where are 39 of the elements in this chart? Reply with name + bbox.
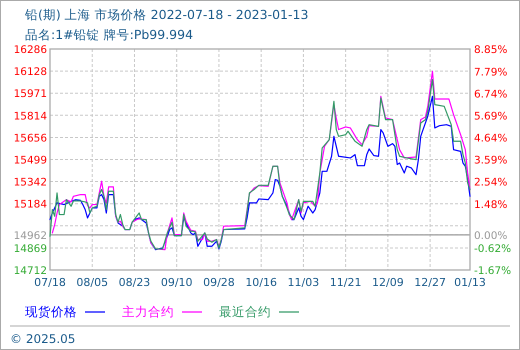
ytick: 15499 [14, 154, 47, 166]
legend: 现货价格 [25, 304, 77, 319]
legend: 主力合约 [122, 304, 174, 319]
y2tick: 0.00% [474, 230, 508, 242]
xtick: 11/03 [288, 276, 320, 289]
y2tick: 1.48% [474, 198, 508, 211]
y2tick: -1.67% [474, 265, 512, 277]
ytick: 15656 [14, 132, 47, 144]
xtick: 10/16 [245, 276, 278, 289]
xtick: 09/28 [203, 276, 235, 289]
ytick: 14869 [14, 242, 47, 255]
y2tick: 4.64% [474, 132, 508, 144]
ytick: 14962 [14, 230, 47, 242]
xtick: 08/05 [76, 276, 108, 289]
xtick: 09/10 [160, 276, 193, 289]
xtick: 12/09 [372, 276, 404, 289]
xtick: 01/13 [454, 276, 486, 289]
ytick: 15814 [14, 110, 47, 122]
y2tick: 5.69% [474, 110, 508, 122]
y2tick: 6.74% [474, 88, 508, 100]
y2tick: -0.62% [474, 242, 512, 255]
xtick: 12/27 [414, 276, 446, 289]
ytick: 15342 [14, 176, 47, 189]
ytick: 16128 [14, 66, 47, 78]
xtick: 07/18 [34, 276, 66, 289]
y2tick: 2.54% [474, 176, 508, 189]
ytick: 16286 [14, 44, 47, 56]
y2tick: 8.85% [474, 44, 508, 56]
y2tick: 7.79% [474, 66, 508, 78]
xtick: 11/21 [330, 276, 362, 289]
ytick: 14712 [14, 265, 47, 277]
annotation: © 2025.05 [10, 332, 76, 346]
y2tick: 3.59% [474, 154, 508, 166]
subtitle: 品名:1#铅锭 牌号:Pb99.994 [25, 27, 194, 42]
ytick: 15971 [14, 88, 47, 100]
title: 铅(期) 上海 市场价格 2022-07-18 - 2023-01-13 [25, 7, 308, 22]
ytick: 15184 [14, 198, 47, 211]
legend: 最近合约 [219, 304, 271, 319]
xtick: 08/23 [118, 276, 150, 289]
